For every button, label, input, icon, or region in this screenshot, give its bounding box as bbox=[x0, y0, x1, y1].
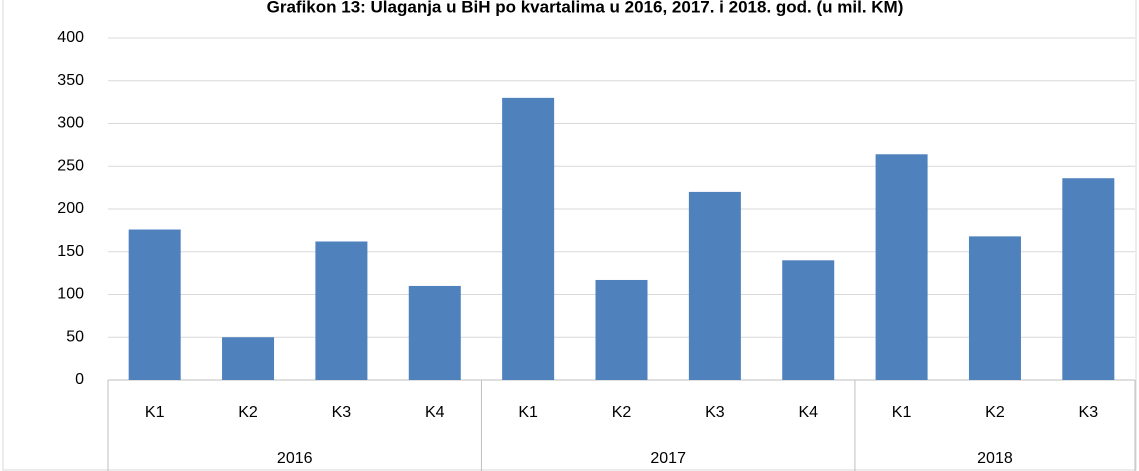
bar bbox=[315, 241, 368, 380]
chart-title: Grafikon 13: Ulaganja u BiH po kvartalim… bbox=[267, 0, 904, 16]
bar bbox=[222, 337, 275, 380]
x-tick-label: K1 bbox=[892, 404, 912, 421]
x-tick-label: K3 bbox=[332, 404, 352, 421]
bar bbox=[688, 191, 741, 380]
y-tick-label: 100 bbox=[57, 286, 84, 303]
bar bbox=[875, 154, 928, 380]
x-tick-label: K3 bbox=[1079, 404, 1099, 421]
bar bbox=[782, 260, 835, 380]
y-tick-label: 200 bbox=[57, 200, 84, 217]
x-tick-label: K1 bbox=[145, 404, 165, 421]
y-tick-label: 50 bbox=[66, 328, 84, 345]
bar bbox=[408, 285, 461, 380]
bar bbox=[1062, 178, 1115, 380]
x-tick-label: K4 bbox=[798, 404, 818, 421]
x-tick-label: K2 bbox=[985, 404, 1005, 421]
y-tick-label: 350 bbox=[57, 72, 84, 89]
bar bbox=[968, 236, 1021, 380]
y-tick-label: 300 bbox=[57, 115, 84, 132]
group-label: 2018 bbox=[977, 450, 1013, 467]
x-tick-label: K4 bbox=[425, 404, 445, 421]
y-tick-label: 250 bbox=[57, 157, 84, 174]
y-tick-label: 0 bbox=[75, 371, 84, 388]
group-label: 2017 bbox=[650, 450, 686, 467]
bar bbox=[128, 229, 181, 380]
bar bbox=[502, 97, 555, 380]
x-tick-label: K2 bbox=[612, 404, 632, 421]
y-tick-label: 400 bbox=[57, 29, 84, 46]
x-tick-label: K2 bbox=[238, 404, 258, 421]
group-label: 2016 bbox=[277, 450, 313, 467]
x-tick-label: K1 bbox=[518, 404, 538, 421]
bar bbox=[595, 279, 648, 380]
x-tick-label: K3 bbox=[705, 404, 725, 421]
y-tick-label: 150 bbox=[57, 243, 84, 260]
